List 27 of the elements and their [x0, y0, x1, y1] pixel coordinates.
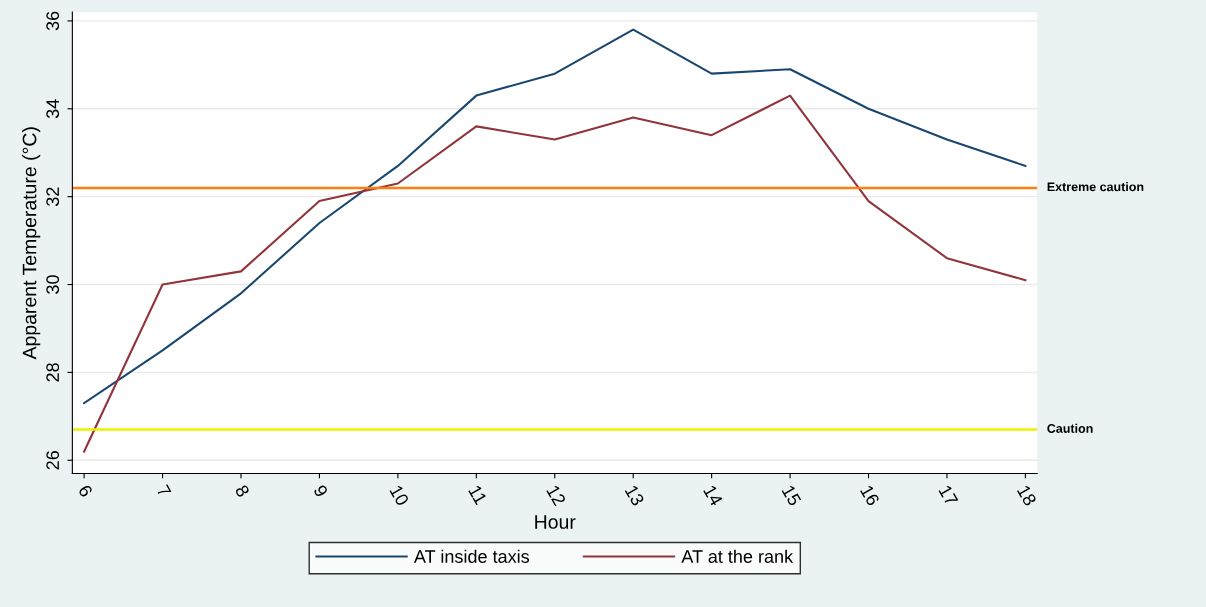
x-tick-label: 6 — [77, 484, 94, 498]
y-tick-label: 32 — [46, 187, 60, 207]
y-tick-label: 36 — [46, 11, 60, 31]
x-tick-label: 18 — [1016, 484, 1037, 507]
line-series — [83, 94, 1027, 453]
y-tick-label: 34 — [46, 99, 60, 119]
legend-label: AT at the rank — [681, 549, 794, 563]
x-tick-label: 11 — [468, 484, 488, 506]
x-tick-label: 16 — [859, 484, 881, 507]
legend-label: AT inside taxis — [413, 549, 530, 563]
x-tick-label: 8 — [234, 484, 250, 498]
y-tick-label: 28 — [46, 363, 60, 382]
y-tick-label: 26 — [46, 451, 60, 470]
x-tick-label: 13 — [624, 484, 645, 507]
x-axis-title: Hour — [535, 515, 576, 529]
line-series — [83, 28, 1027, 405]
ref-line-label: Caution — [1047, 423, 1093, 433]
x-tick-label: 12 — [546, 484, 567, 507]
x-tick-label: 15 — [781, 484, 802, 507]
ref-line-label: Extreme caution — [1047, 182, 1144, 192]
x-tick-label: 9 — [313, 484, 329, 498]
y-tick-label: 30 — [46, 275, 60, 294]
x-tick-label: 10 — [389, 484, 410, 507]
x-tick-label: 17 — [938, 484, 959, 507]
x-tick-label: 7 — [156, 484, 172, 498]
x-tick-label: 14 — [703, 484, 724, 507]
y-axis-title: Apparent Temperature (°C) — [22, 127, 41, 360]
